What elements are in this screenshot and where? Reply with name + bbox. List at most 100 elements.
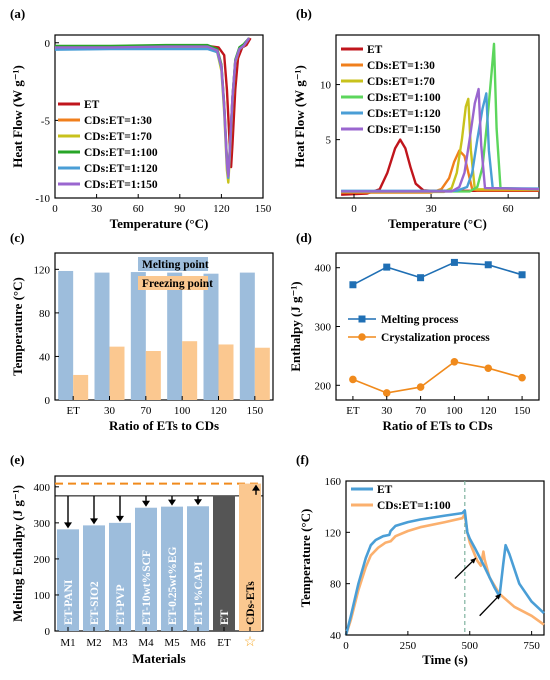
e-x-tick-label: M3 <box>112 637 128 649</box>
data-point-circle <box>450 357 459 366</box>
annotation-arrow-head <box>470 558 476 564</box>
c-y-tick-label: 80 <box>39 308 51 320</box>
data-point-square <box>518 271 526 279</box>
bar-M6 <box>187 506 209 631</box>
data-point-circle <box>382 389 391 397</box>
series-line-0 <box>344 509 545 636</box>
e-y-axis-label: Melting Enthalpy (J g⁻¹) <box>10 485 25 622</box>
bar-melting <box>167 272 183 400</box>
bar-M1 <box>57 529 79 631</box>
e-y-tick-label: 100 <box>34 590 51 602</box>
f-y-axis-label: Temperature (°C) <box>298 509 313 608</box>
d-x-axis-label: Ratio of ETs to CDs <box>382 418 492 433</box>
c-legend-swatch <box>138 257 208 271</box>
f-y-tick-label: 80 <box>330 579 342 591</box>
e-x-tick-label: M6 <box>190 637 206 649</box>
a-x-tick-label: 90 <box>174 203 186 215</box>
panel-a: 0 30 60 90 120 150 -10 -5 0 (a) Temperature (°C) He… <box>10 6 272 231</box>
series-line-1 <box>352 360 523 394</box>
bar-M3 <box>109 522 131 631</box>
series-line-3 <box>341 42 540 193</box>
f-legend-entry: CDs:ET=1:100 <box>377 500 451 512</box>
bar-melting <box>94 272 110 400</box>
d-legend-swatch-circle <box>358 333 366 341</box>
b-legend-entry: CDs:ET=1:30 <box>367 60 435 72</box>
panel-label-f: (f) <box>296 452 309 467</box>
bar-M4 <box>135 507 157 631</box>
e-x-tick-label: M4 <box>138 637 154 649</box>
f-y-tick-label: 120 <box>325 527 342 539</box>
a-legend-entry: CDs:ET=1:100 <box>84 147 158 159</box>
d-y-axis-label: Enthalpy (J g⁻¹) <box>288 281 303 371</box>
c-legend-entry: Melting point <box>142 259 209 271</box>
data-point-square <box>349 281 357 289</box>
data-point-square <box>484 261 492 269</box>
data-point-circle <box>518 373 526 382</box>
e-y-tick-label: 300 <box>34 518 51 530</box>
d-y-tick-label: 200 <box>315 380 332 392</box>
c-y-axis-label: Temperature (°C) <box>10 277 25 376</box>
e-y-tick-label: 400 <box>34 482 51 494</box>
plot-frame <box>54 252 274 401</box>
f-x-tick-label: 500 <box>462 640 479 652</box>
a-x-tick-label: 60 <box>133 203 145 215</box>
b-x-tick-label: 0 <box>351 203 357 215</box>
c-x-tick-label: 70 <box>140 405 152 417</box>
series-line-0 <box>341 138 539 196</box>
a-legend-entry: ET <box>84 99 100 111</box>
arrow-head <box>194 499 202 506</box>
data-point-circle <box>416 383 425 391</box>
data-point-circle <box>484 364 493 373</box>
e-y-tick-label: 0 <box>45 626 51 638</box>
b-legend-entry: CDs:ET=1:100 <box>367 92 441 104</box>
panel-f: 0 250 500 750 40 80 120 160 ET CDs:ET=1:100 (f) Tim… <box>296 452 545 667</box>
arrow-head <box>90 518 98 525</box>
e-x-axis-label: Materials <box>132 651 185 666</box>
series-line-1 <box>341 149 539 194</box>
data-point-square <box>383 263 391 271</box>
e-x-tick-label: M5 <box>164 637 180 649</box>
arrow-head-up <box>252 484 260 491</box>
d-x-tick-label: 70 <box>415 405 427 417</box>
data-point-square <box>417 274 425 282</box>
data-point-square <box>450 258 458 266</box>
e-x-tick-label: M1 <box>60 637 75 649</box>
d-y-tick-label: 400 <box>315 263 332 275</box>
a-y-tick-label: -5 <box>41 115 51 127</box>
arrow-head <box>142 500 150 507</box>
arrow-head <box>64 522 72 529</box>
b-legend-entry: ET <box>367 44 383 56</box>
bar-☆ <box>239 483 261 631</box>
bar-freezing <box>182 341 198 400</box>
c-y-tick-label: 40 <box>39 351 51 363</box>
c-x-tick-label: 30 <box>104 405 116 417</box>
plot-frame <box>54 34 264 199</box>
d-legend-entry: Crystalization process <box>381 332 490 344</box>
plot-frame <box>345 480 545 636</box>
b-y-axis-label: Heat Flow (W g⁻¹) <box>292 65 307 168</box>
c-x-tick-label: ET <box>66 405 80 417</box>
series-line-1 <box>344 513 545 636</box>
c-y-tick-label: 0 <box>45 395 51 407</box>
a-x-tick-label: 150 <box>255 203 272 215</box>
d-x-tick-label: 100 <box>446 405 463 417</box>
f-x-axis-label: Time (s) <box>422 652 468 667</box>
bar-melting <box>239 272 255 400</box>
annotation-arrow-head <box>495 593 501 600</box>
bar-label: ET-0.25wt%EG <box>167 546 179 625</box>
panel-label-c: (c) <box>10 230 24 245</box>
a-y-tick-label: -10 <box>35 193 50 205</box>
bar-melting <box>58 270 74 400</box>
e-y-tick-label: 200 <box>34 554 51 566</box>
panel-e: ET-PANI M1 ET-SIO2 M2 ET-PVP M3 ET-10wt%SCF M4 E… <box>10 452 264 666</box>
f-x-tick-label: 250 <box>400 640 417 652</box>
bar-label: ET-PVP <box>115 585 127 625</box>
d-legend-entry: Melting process <box>381 314 459 326</box>
f-y-tick-label: 40 <box>330 630 342 642</box>
bar-M5 <box>161 506 183 631</box>
arrow-head <box>168 499 176 506</box>
a-x-tick-label: 30 <box>91 203 103 215</box>
bar-freezing <box>145 351 161 400</box>
panel-label-b: (b) <box>296 6 312 21</box>
a-y-axis-label: Heat Flow (W g⁻¹) <box>10 65 25 168</box>
